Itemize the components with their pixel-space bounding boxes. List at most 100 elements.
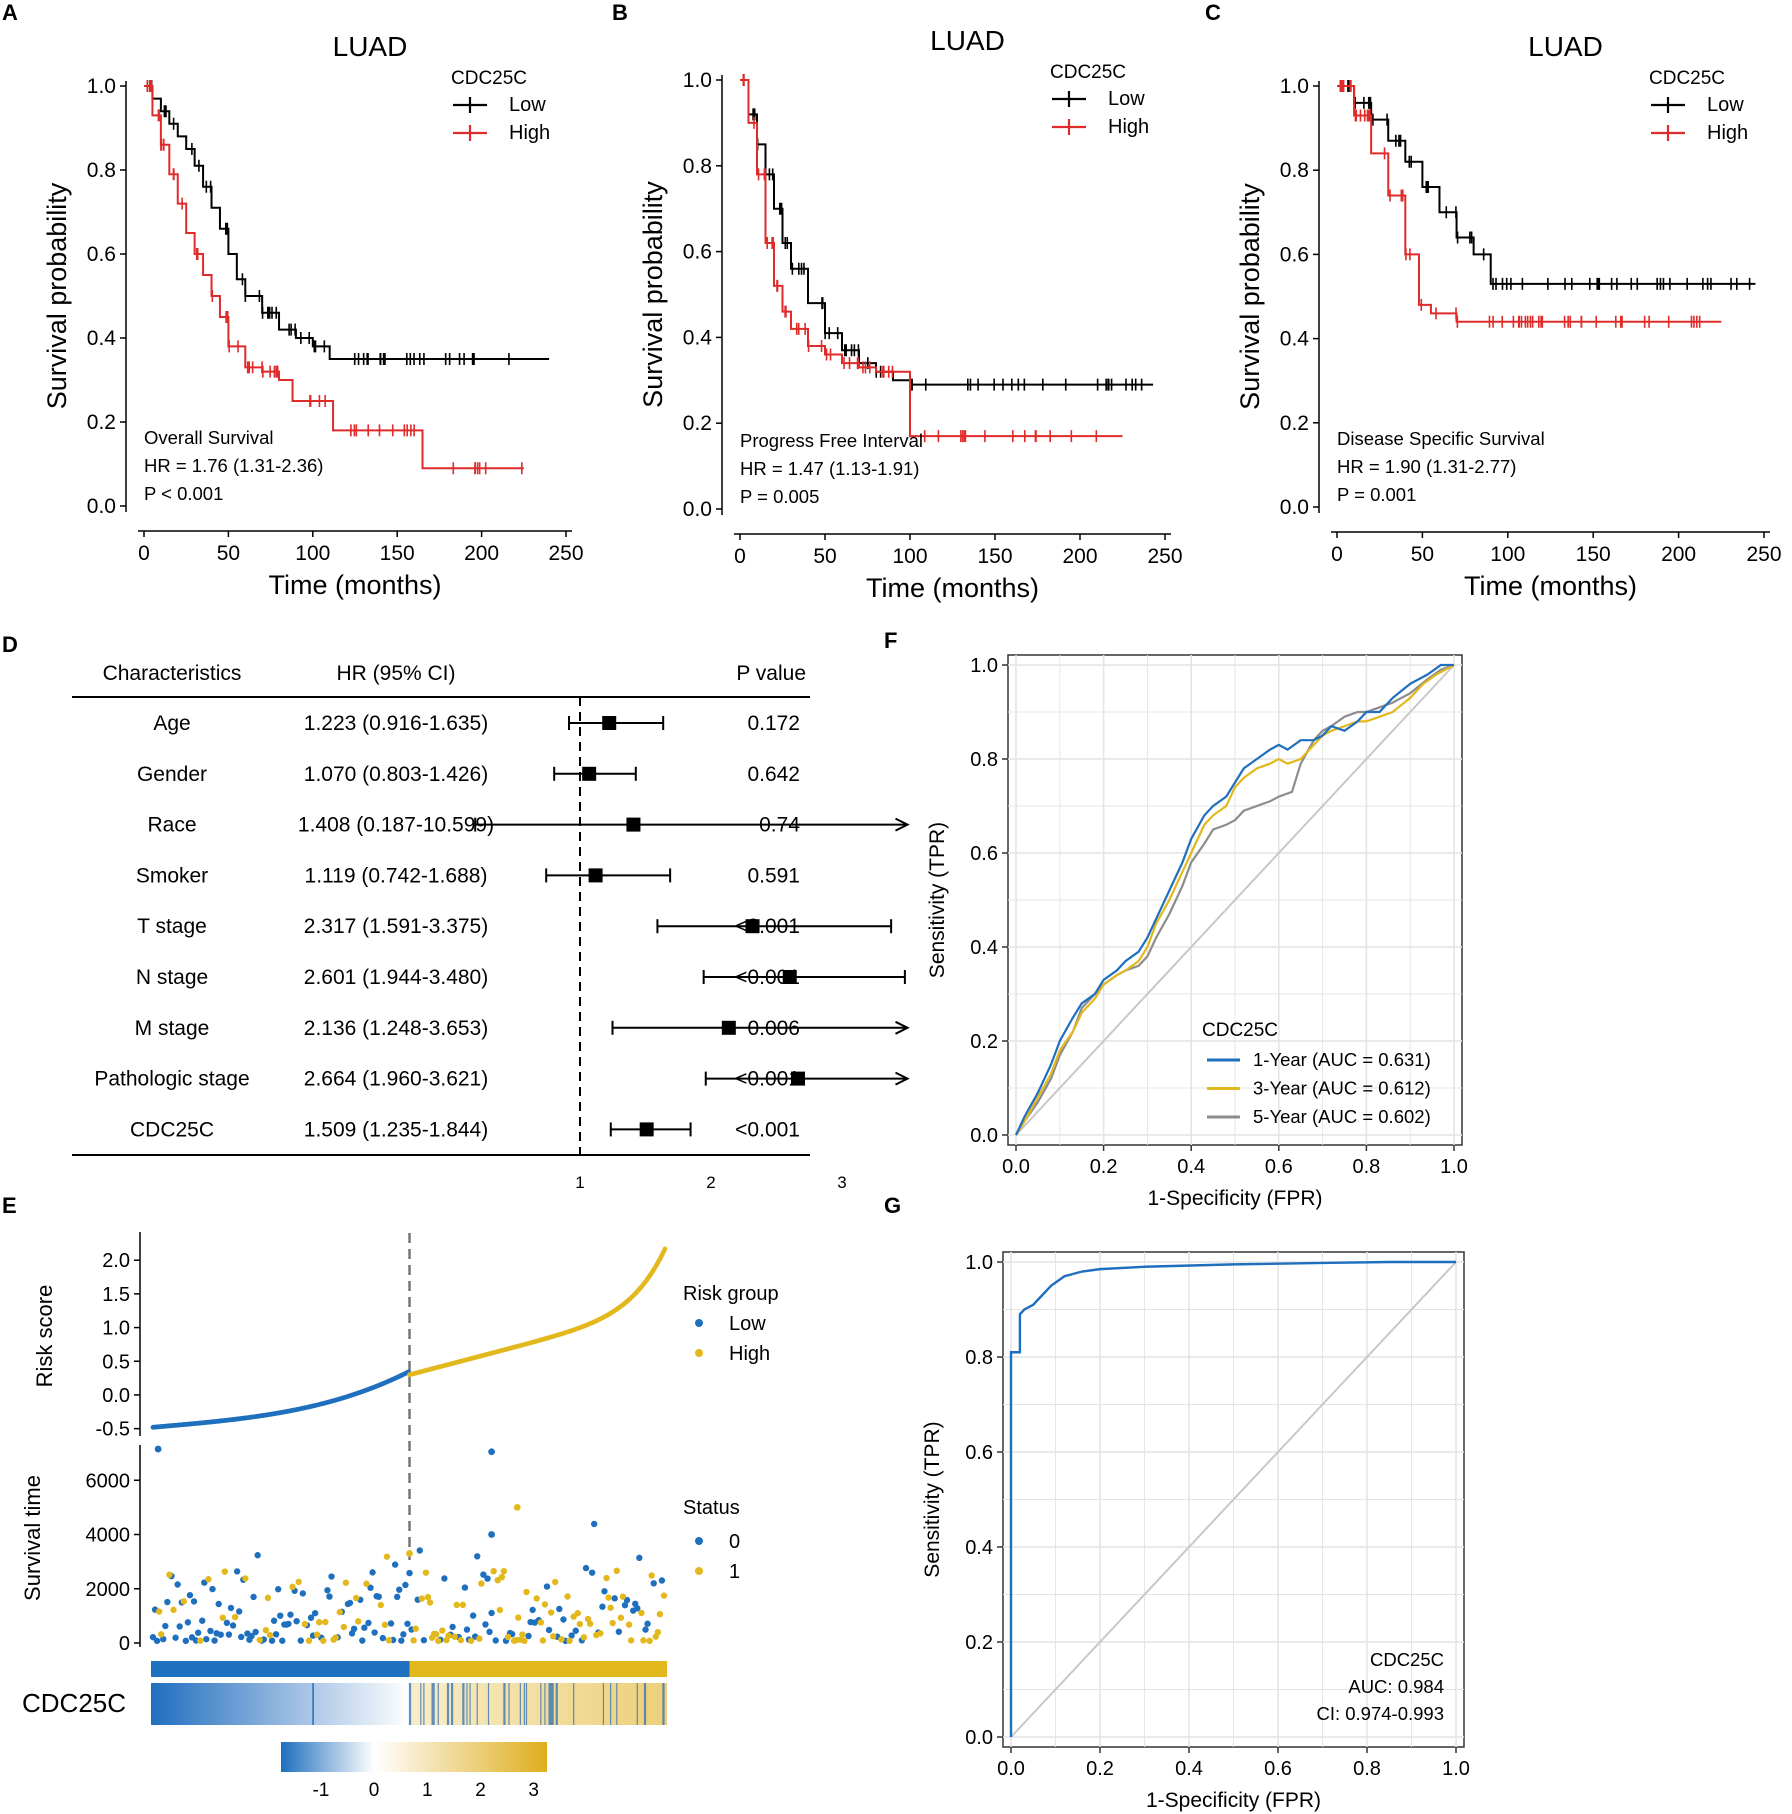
diagonal-reference [1010, 1261, 1457, 1738]
y-tick-label: 0.2 [970, 1031, 998, 1053]
group-bar-low [151, 1661, 410, 1677]
diagnostic-roc-panel: 0.0 0.2 0.4 0.6 0.8 1.0 0.0 0.2 0.4 0.6 0.8 1.0 1-Sp… [921, 1251, 1470, 1812]
y-tick-label: 0.4 [1280, 328, 1310, 351]
chart-title: LUAD [1528, 31, 1603, 62]
survival-y-tick-label: 2000 [86, 1579, 131, 1601]
risk-y-tick-label: 1.5 [102, 1284, 130, 1306]
hr-point [588, 868, 603, 883]
colorbar-tick: 2 [475, 1780, 486, 1801]
row-name: Pathologic stage [94, 1068, 249, 1091]
survival-outlier-point [488, 1531, 495, 1538]
x-tick-label: 200 [1661, 543, 1696, 566]
risk-y-tick-label: 0.5 [102, 1351, 130, 1373]
y-tick-label: 0.8 [965, 1347, 993, 1369]
x-tick-label: 0 [138, 542, 150, 565]
censor-marks-low [1339, 80, 1751, 290]
x-tick-label: 0.2 [1090, 1156, 1118, 1178]
roc-curve-1 [1015, 664, 1455, 1136]
risk-legend-key [695, 1349, 703, 1357]
row-name: Smoker [136, 864, 208, 887]
panel-label-a: A [2, 0, 18, 25]
survival-outlier-point [513, 1503, 521, 1511]
row-hr: 1.509 (1.235-1.844) [304, 1118, 488, 1141]
time-roc-panel: 0.0 0.2 0.4 0.6 0.8 1.0 0.0 0.2 0.4 0.6 0.8 1.0 1-Sp… [926, 654, 1468, 1210]
risk-y-title: Risk score [32, 1285, 57, 1388]
risk-legend-label: Low [729, 1313, 766, 1335]
km-curve-low [1337, 85, 1756, 285]
ci-arrow [895, 817, 910, 832]
km-curve-low [740, 79, 1154, 386]
x-tick-label: 0.8 [1353, 1758, 1381, 1780]
roc-curve-2 [1015, 663, 1455, 1136]
roc-curve-0 [1015, 663, 1454, 1136]
row-hr: 1.408 (0.187-10.599) [298, 814, 494, 837]
km-annotation-1: HR = 1.76 (1.31-2.36) [144, 455, 323, 476]
legend-label-low: Low [1707, 94, 1744, 116]
x-tick-label: 150 [380, 542, 415, 565]
row-hr: 2.664 (1.960-3.621) [304, 1068, 488, 1091]
x-tick-label: 0.4 [1177, 1156, 1205, 1178]
roc-legend-title: CDC25C [1202, 1020, 1278, 1041]
y-tick-label: 0.8 [1280, 159, 1309, 182]
km-annotation-2: P = 0.001 [1337, 484, 1416, 505]
roc-annotation-2: CI: 0.974-0.993 [1316, 1703, 1444, 1724]
x-axis-title: 1-Specificity (FPR) [1147, 1187, 1322, 1210]
y-tick-label: 0.4 [970, 937, 998, 959]
panel-label-f: F [884, 628, 897, 653]
x-tick-label: 0.6 [1264, 1758, 1292, 1780]
survival-outlier-point [488, 1448, 495, 1456]
y-tick-label: 1.0 [683, 69, 712, 92]
y-tick-label: 0.0 [87, 495, 116, 518]
panel-label-b: B [612, 0, 628, 25]
y-tick-label: 0.4 [683, 326, 713, 349]
row-name: CDC25C [130, 1118, 214, 1141]
censor-marks-high [1339, 80, 1701, 328]
colorbar-tick: 1 [422, 1780, 433, 1801]
x-axis-title: Time (months) [1464, 571, 1637, 601]
roc-curve-0 [1009, 1260, 1456, 1737]
x-tick-label: 100 [892, 545, 927, 568]
row-p: 0.642 [747, 763, 800, 786]
x-tick-label: 50 [1411, 543, 1434, 566]
hr-point [721, 1020, 736, 1035]
km-panel-progress-free-interval: LUAD 0.0 0.2 0.4 0.6 0.8 1.0 0 50 100 150 200 250 Tim… [638, 25, 1183, 603]
x-tick-label: 0.4 [1175, 1758, 1203, 1780]
row-hr: 1.223 (0.916-1.635) [304, 712, 488, 735]
risk-y-tick-label: 2.0 [102, 1250, 130, 1272]
forest-axis-tick: 1 [575, 1173, 584, 1192]
y-tick-label: 1.0 [1280, 75, 1309, 98]
km-annotation-2: P = 0.005 [740, 486, 819, 507]
x-tick-label: 50 [217, 542, 240, 565]
km-annotation-1: HR = 1.47 (1.13-1.91) [740, 458, 919, 479]
diagonal-reference [1015, 664, 1455, 1136]
panel-label-c: C [1205, 0, 1221, 25]
status-legend-label: 1 [729, 1561, 740, 1583]
y-tick-label: 0.2 [1280, 412, 1309, 435]
row-p: 0.591 [747, 864, 800, 887]
y-tick-label: 1.0 [965, 1252, 993, 1274]
survival-outlier-point [154, 1445, 162, 1453]
row-name: T stage [137, 915, 207, 938]
row-p: 0.172 [747, 712, 800, 735]
header-characteristics: Characteristics [103, 662, 242, 685]
legend-label-high: High [509, 122, 550, 144]
y-tick-label: 0.0 [970, 1125, 998, 1147]
y-tick-label: 0.0 [1280, 496, 1309, 519]
legend-label-low: Low [1108, 88, 1145, 110]
x-tick-label: 0 [1331, 543, 1343, 566]
roc-legend-label: 3-Year (AUC = 0.612) [1253, 1078, 1431, 1099]
row-name: M stage [135, 1017, 210, 1040]
panel-label-e: E [2, 1193, 17, 1218]
header-p-value: P value [736, 662, 806, 685]
legend-label-low: Low [509, 94, 546, 116]
y-tick-label: 0.8 [683, 155, 712, 178]
y-tick-label: 0.2 [87, 411, 116, 434]
y-tick-label: 0.6 [87, 243, 116, 266]
forest-axis-tick: 3 [837, 1173, 846, 1192]
km-annotation-1: HR = 1.90 (1.31-2.77) [1337, 456, 1516, 477]
forest-plot-panel: Characteristics HR (95% CI) P value Age 1.22… [72, 662, 910, 1192]
km-annotation-2: P < 0.001 [144, 483, 223, 504]
header-hr: HR (95% CI) [336, 662, 455, 685]
survival-y-tick-label: 4000 [86, 1525, 131, 1547]
censor-marks-high [742, 74, 1098, 443]
